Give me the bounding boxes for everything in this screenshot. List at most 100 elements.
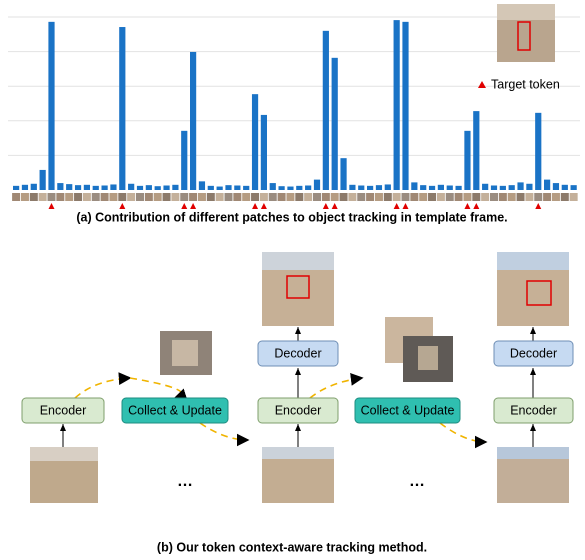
bar	[314, 180, 320, 190]
bar	[429, 186, 435, 190]
bar	[102, 186, 108, 190]
node-label: Decoder	[274, 346, 321, 360]
patch	[21, 193, 29, 201]
bar	[411, 182, 417, 190]
patch	[118, 193, 126, 201]
bar	[181, 131, 187, 190]
patch	[534, 193, 542, 201]
patch	[286, 193, 294, 201]
patch	[419, 193, 427, 201]
bar	[464, 131, 470, 190]
bar	[234, 186, 240, 190]
bar	[385, 184, 391, 190]
patch	[39, 193, 47, 201]
patch	[384, 193, 392, 201]
patch	[12, 193, 20, 201]
patch	[525, 193, 533, 201]
bar	[562, 185, 568, 190]
patch	[410, 193, 418, 201]
bar	[57, 183, 63, 190]
bar	[553, 183, 559, 190]
patch	[216, 193, 224, 201]
patch	[472, 193, 480, 201]
node-label: Collect & Update	[128, 403, 222, 417]
bar	[438, 185, 444, 190]
target-marker	[49, 203, 55, 209]
bar	[208, 186, 214, 190]
patch	[189, 193, 197, 201]
target-marker	[323, 203, 329, 209]
bar	[93, 186, 99, 190]
patch	[552, 193, 560, 201]
patch	[278, 193, 286, 201]
bar	[110, 184, 116, 190]
patch	[366, 193, 374, 201]
bar-chart	[8, 17, 580, 209]
patch	[490, 193, 498, 201]
target-marker	[190, 203, 196, 209]
bar	[500, 186, 506, 190]
patch	[242, 193, 250, 201]
bar	[48, 22, 54, 190]
patch	[154, 193, 162, 201]
bar	[491, 186, 497, 190]
patch	[198, 193, 206, 201]
patch	[83, 193, 91, 201]
figure: Target token (a) Contribution of differe…	[0, 0, 585, 560]
bar	[172, 185, 178, 190]
patch	[393, 193, 401, 201]
bar	[394, 20, 400, 190]
bar	[535, 113, 541, 190]
bar	[526, 184, 532, 190]
bar	[349, 185, 355, 190]
node-label: Decoder	[510, 346, 557, 360]
patch	[74, 193, 82, 201]
patch	[295, 193, 303, 201]
patch	[127, 193, 135, 201]
patch	[48, 193, 56, 201]
bar	[66, 184, 72, 190]
template-thumbnail	[497, 4, 555, 62]
patch	[251, 193, 259, 201]
bar	[217, 187, 223, 190]
patch	[92, 193, 100, 201]
bar	[146, 185, 152, 190]
bar	[84, 185, 90, 190]
legend-label: Target token	[491, 77, 560, 91]
patch	[109, 193, 117, 201]
patch	[322, 193, 330, 201]
legend-marker	[478, 81, 486, 88]
bar	[261, 115, 267, 190]
patch	[455, 193, 463, 201]
ellipsis: …	[177, 473, 193, 490]
target-marker	[403, 203, 409, 209]
bar	[199, 181, 205, 190]
patch	[56, 193, 64, 201]
bar	[40, 170, 46, 190]
bar	[163, 186, 169, 190]
patch	[481, 193, 489, 201]
bar	[571, 185, 577, 190]
patch	[163, 193, 171, 201]
patch	[233, 193, 241, 201]
bar	[456, 186, 462, 190]
bar	[340, 158, 346, 190]
bar	[252, 94, 258, 190]
node-label: Encoder	[275, 403, 322, 417]
bar	[402, 22, 408, 190]
patch	[180, 193, 188, 201]
patch	[136, 193, 144, 201]
patch	[402, 193, 410, 201]
bar	[75, 185, 81, 190]
bar	[447, 186, 453, 190]
bar	[22, 185, 28, 190]
patch	[357, 193, 365, 201]
bar	[323, 31, 329, 190]
bar	[517, 182, 523, 190]
target-marker	[473, 203, 479, 209]
bar	[287, 187, 293, 190]
patch	[269, 193, 277, 201]
images	[30, 252, 569, 503]
patch	[340, 193, 348, 201]
patch	[145, 193, 153, 201]
